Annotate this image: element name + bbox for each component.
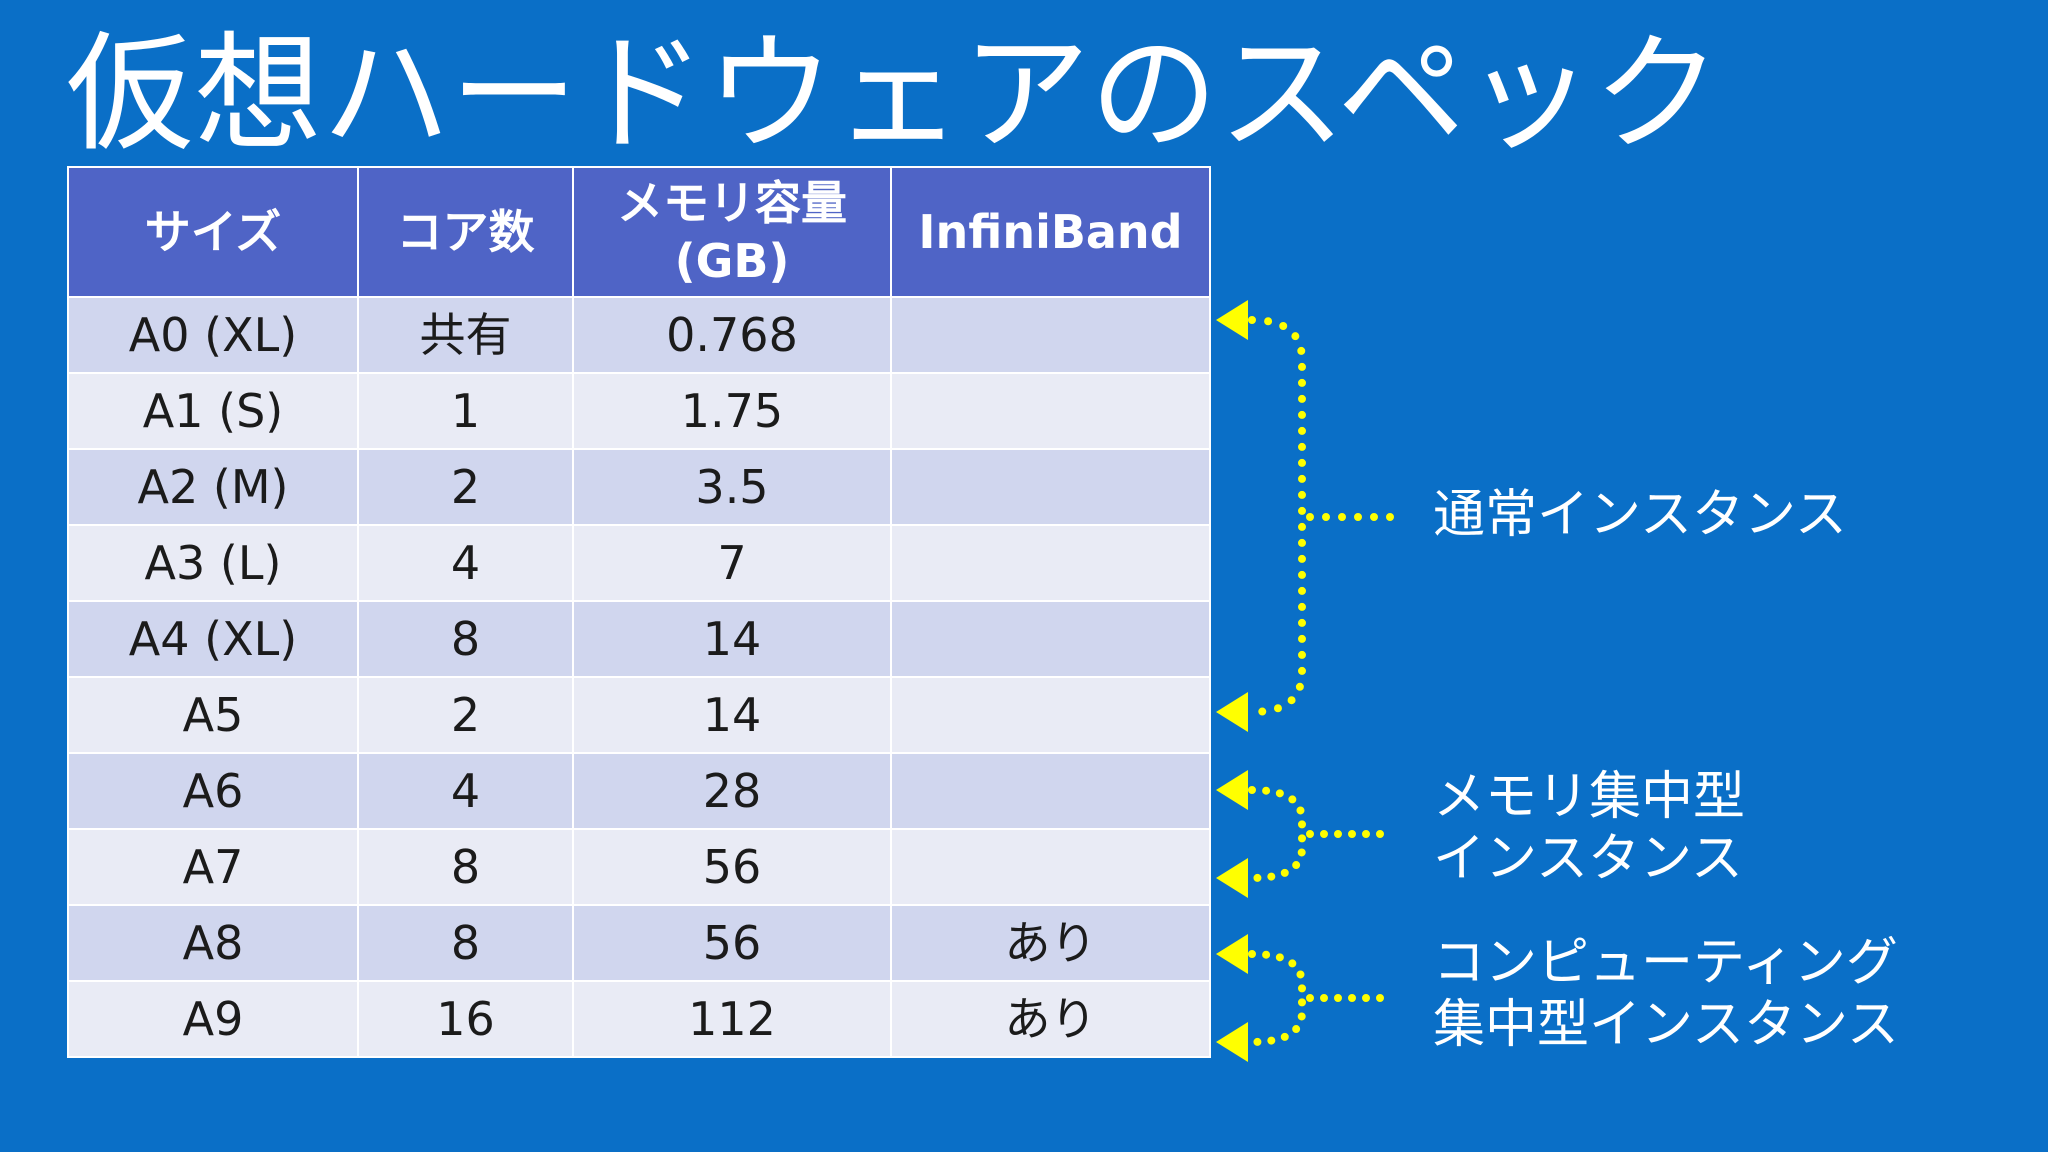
cell-size: A6 xyxy=(67,752,359,830)
cell-size: A1 (S) xyxy=(67,372,359,450)
cell-infiniband xyxy=(890,372,1211,450)
header-size: サイズ xyxy=(67,166,359,298)
arrow-icon xyxy=(1216,858,1248,898)
arrow-icon xyxy=(1216,934,1248,974)
header-row: サイズ コア数 メモリ容量 (GB) InfiniBand xyxy=(67,166,1211,298)
bracket-memory xyxy=(1216,770,1389,898)
cell-infiniband xyxy=(890,676,1211,754)
cell-infiniband xyxy=(890,828,1211,906)
cell-memory: 28 xyxy=(572,752,892,830)
group-label-memory: メモリ集中型 インスタンス xyxy=(1433,767,1746,889)
cell-memory: 14 xyxy=(572,676,892,754)
slide-title: 仮想ハードウェアのスペック xyxy=(66,20,1722,169)
table-row: A0 (XL) 共有 0.768 xyxy=(67,296,1211,374)
arrow-icon xyxy=(1216,692,1248,732)
cell-memory: 0.768 xyxy=(572,296,892,374)
cell-size: A7 xyxy=(67,828,359,906)
header-memory: メモリ容量 (GB) xyxy=(572,166,892,298)
cell-infiniband xyxy=(890,448,1211,526)
table-row: A2 (M) 2 3.5 xyxy=(67,448,1211,526)
cell-cores: 8 xyxy=(357,904,574,982)
bracket-normal xyxy=(1216,300,1399,732)
table-row: A6 4 28 xyxy=(67,752,1211,830)
cell-cores: 4 xyxy=(357,524,574,602)
cell-memory: 56 xyxy=(572,904,892,982)
cell-infiniband xyxy=(890,600,1211,678)
cell-size: A3 (L) xyxy=(67,524,359,602)
cell-memory: 3.5 xyxy=(572,448,892,526)
cell-size: A5 xyxy=(67,676,359,754)
cell-cores: 8 xyxy=(357,600,574,678)
table-row: A8 8 56 あり xyxy=(67,904,1211,982)
bracket-compute xyxy=(1216,934,1389,1062)
table-row: A7 8 56 xyxy=(67,828,1211,906)
cell-memory: 1.75 xyxy=(572,372,892,450)
cell-size: A0 (XL) xyxy=(67,296,359,374)
cell-cores: 2 xyxy=(357,676,574,754)
header-infiniband: InfiniBand xyxy=(890,166,1211,298)
cell-cores: 2 xyxy=(357,448,574,526)
header-memory-text: メモリ容量 (GB) xyxy=(617,176,847,288)
cell-infiniband xyxy=(890,296,1211,374)
cell-infiniband: あり xyxy=(890,980,1211,1058)
spec-table: サイズ コア数 メモリ容量 (GB) InfiniBand A0 (XL) 共有 0… xyxy=(67,166,1211,1058)
cell-memory: 56 xyxy=(572,828,892,906)
table-row: A1 (S) 1 1.75 xyxy=(67,372,1211,450)
arrow-icon xyxy=(1216,300,1248,340)
cell-size: A2 (M) xyxy=(67,448,359,526)
cell-infiniband xyxy=(890,524,1211,602)
table-row: A9 16 112 あり xyxy=(67,980,1211,1058)
group-label-normal: 通常インスタンス xyxy=(1433,485,1847,545)
cell-cores: 8 xyxy=(357,828,574,906)
header-cores: コア数 xyxy=(357,166,574,298)
cell-size: A9 xyxy=(67,980,359,1058)
cell-cores: 4 xyxy=(357,752,574,830)
cell-cores: 共有 xyxy=(357,296,574,374)
table-row: A5 2 14 xyxy=(67,676,1211,754)
cell-memory: 112 xyxy=(572,980,892,1058)
cell-infiniband xyxy=(890,752,1211,830)
cell-infiniband: あり xyxy=(890,904,1211,982)
arrow-icon xyxy=(1216,1022,1248,1062)
group-label-compute: コンピューティング 集中型インスタンス xyxy=(1433,933,1899,1055)
cell-memory: 7 xyxy=(572,524,892,602)
cell-memory: 14 xyxy=(572,600,892,678)
cell-cores: 16 xyxy=(357,980,574,1058)
arrow-icon xyxy=(1216,770,1248,810)
table-row: A4 (XL) 8 14 xyxy=(67,600,1211,678)
table-row: A3 (L) 4 7 xyxy=(67,524,1211,602)
cell-cores: 1 xyxy=(357,372,574,450)
cell-size: A4 (XL) xyxy=(67,600,359,678)
cell-size: A8 xyxy=(67,904,359,982)
